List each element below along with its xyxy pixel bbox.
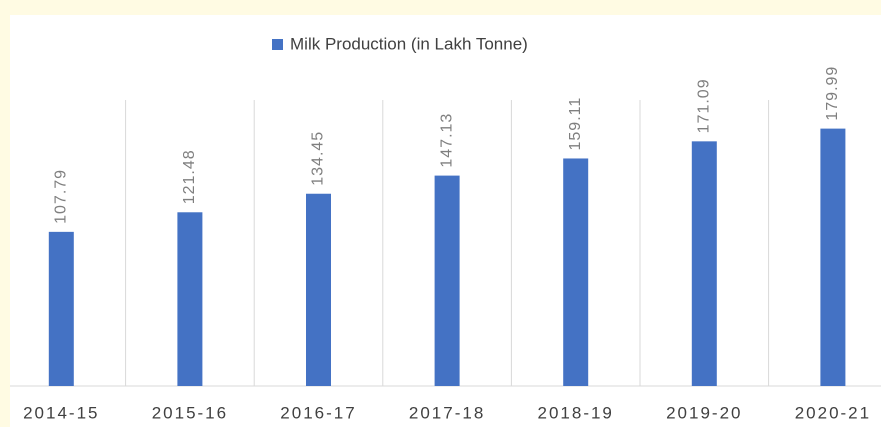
data-label: 179.99 <box>824 66 841 121</box>
legend-label: Milk Production (in Lakh Tonne) <box>290 34 528 53</box>
data-label: 107.79 <box>53 169 70 224</box>
x-tick-label: 2014-15 <box>23 403 99 422</box>
bar <box>48 231 74 386</box>
data-label: 171.09 <box>696 78 713 133</box>
x-tick-label: 2016-17 <box>280 403 356 422</box>
x-tick-label: 2019-20 <box>666 403 742 422</box>
bar <box>177 212 203 386</box>
bar <box>820 128 846 386</box>
bar <box>306 193 331 386</box>
data-label: 134.45 <box>310 131 327 186</box>
x-tick-label: 2015-16 <box>152 403 228 422</box>
x-tick-label: 2018-19 <box>538 403 614 422</box>
legend-swatch <box>272 39 283 50</box>
data-label: 147.13 <box>438 113 455 168</box>
bar <box>434 175 460 386</box>
data-label: 121.48 <box>181 149 198 204</box>
data-label: 159.11 <box>567 97 584 151</box>
bar <box>563 158 589 386</box>
x-tick-label: 2020-21 <box>795 403 871 422</box>
bar <box>691 141 717 386</box>
x-tick-label: 2017-18 <box>409 403 485 422</box>
